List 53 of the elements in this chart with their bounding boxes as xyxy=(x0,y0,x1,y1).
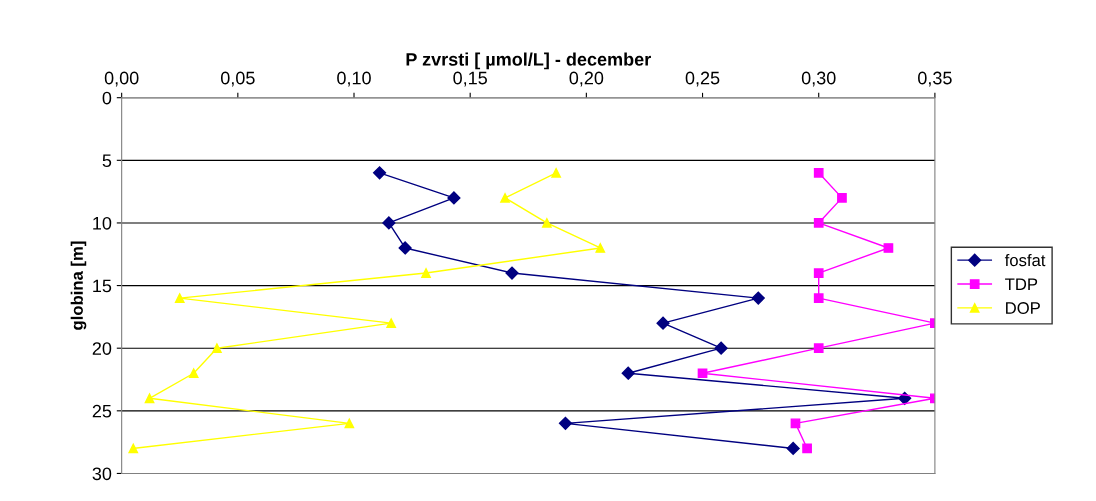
point xyxy=(656,316,670,330)
point xyxy=(541,218,552,228)
point xyxy=(837,193,847,203)
x-tick-label: 0,05 xyxy=(220,71,255,87)
point xyxy=(398,241,412,255)
x-tick-label: 0,35 xyxy=(918,71,952,87)
x-tick-label: 0,10 xyxy=(337,71,371,87)
point xyxy=(790,418,801,429)
point xyxy=(595,243,606,253)
point xyxy=(386,318,397,329)
y-axis-title: globina [m] xyxy=(70,241,87,330)
y-tick-label: 15 xyxy=(93,279,112,293)
point xyxy=(813,293,824,303)
point xyxy=(212,343,222,354)
y-tick-label: 0 xyxy=(102,91,112,105)
y-tick-label: 25 xyxy=(92,404,112,418)
y-tick-label: 20 xyxy=(92,342,112,355)
x-tick-label: 0,20 xyxy=(569,71,604,87)
x-axis-title: P zvrsti [ µmol/L] - december xyxy=(406,52,651,70)
point xyxy=(751,291,765,305)
point xyxy=(786,441,800,455)
point xyxy=(500,193,510,203)
point xyxy=(382,216,396,230)
point xyxy=(813,343,824,354)
point xyxy=(372,166,387,180)
point xyxy=(344,418,355,429)
point xyxy=(802,443,812,454)
y-tick-label: 30 xyxy=(92,467,112,481)
point xyxy=(188,368,199,379)
x-tick-label: 0,25 xyxy=(685,71,720,87)
point xyxy=(144,393,155,404)
legend-label: DOP xyxy=(1006,302,1040,314)
y-tick-label: 5 xyxy=(102,154,112,168)
point xyxy=(621,366,635,380)
point xyxy=(697,368,708,379)
point xyxy=(505,266,519,280)
point xyxy=(128,443,139,454)
y-tick-label: 10 xyxy=(93,216,112,230)
point xyxy=(551,167,562,178)
x-tick-label: 0,30 xyxy=(801,71,836,87)
point xyxy=(447,191,461,205)
x-tick-label: 0,00 xyxy=(104,71,139,87)
x-tick-label: 0,15 xyxy=(453,71,487,87)
legend-label: fosfat xyxy=(1004,253,1046,267)
point xyxy=(883,243,894,253)
point xyxy=(813,167,824,178)
point xyxy=(174,293,185,303)
point xyxy=(421,268,431,278)
point xyxy=(558,416,573,430)
point xyxy=(813,218,824,228)
point xyxy=(714,341,728,355)
point xyxy=(813,268,824,278)
legend-label: TDP xyxy=(1005,278,1038,290)
